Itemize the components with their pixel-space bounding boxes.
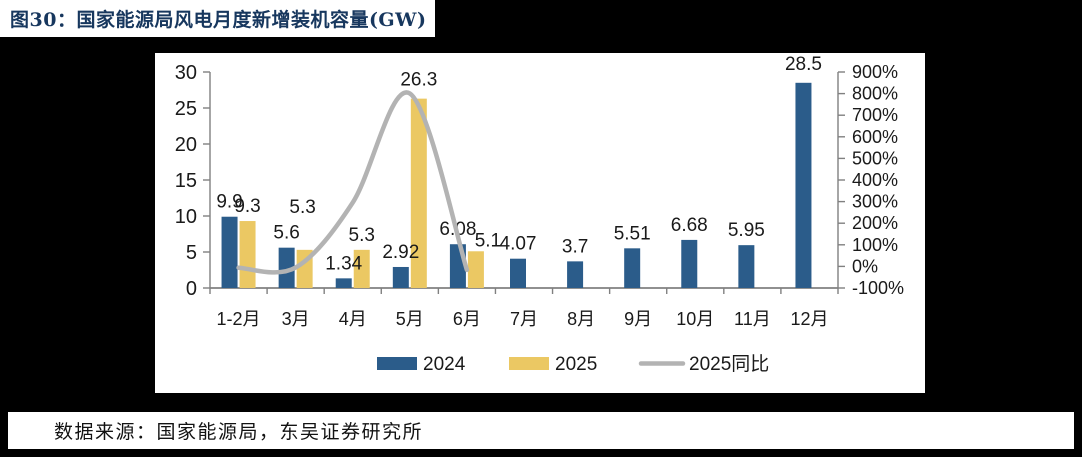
bar-series-2025 [239, 98, 484, 288]
svg-text:0%: 0% [852, 256, 878, 276]
svg-text:7月: 7月 [510, 309, 538, 329]
svg-text:9.9: 9.9 [216, 192, 242, 213]
svg-text:11月: 11月 [734, 309, 771, 329]
svg-text:4.07: 4.07 [500, 234, 537, 255]
svg-text:5.51: 5.51 [614, 223, 651, 244]
svg-text:3.7: 3.7 [562, 236, 588, 257]
svg-text:8月: 8月 [567, 309, 595, 329]
figure-title-band: 图30：国家能源局风电月度新增装机容量(GW) [0, 0, 435, 37]
svg-text:300%: 300% [852, 192, 898, 212]
svg-text:100%: 100% [852, 235, 898, 255]
svg-text:200%: 200% [852, 213, 898, 233]
left-axis-labels: 0 5 10 15 20 25 30 [175, 62, 210, 300]
svg-text:500%: 500% [852, 148, 898, 168]
svg-text:6.68: 6.68 [671, 215, 708, 236]
figure-title: 图30：国家能源局风电月度新增装机容量(GW) [10, 9, 427, 31]
svg-text:15: 15 [175, 170, 197, 192]
svg-text:5.95: 5.95 [728, 220, 765, 241]
svg-text:600%: 600% [852, 127, 898, 147]
source-row: 数据来源：国家能源局，东吴证券研究所 [8, 412, 1074, 449]
svg-text:400%: 400% [852, 170, 898, 190]
svg-text:6月: 6月 [453, 309, 481, 329]
svg-text:12月: 12月 [790, 309, 828, 329]
svg-text:5.1: 5.1 [475, 230, 501, 251]
svg-text:800%: 800% [852, 84, 898, 104]
svg-text:700%: 700% [852, 105, 898, 125]
svg-text:9月: 9月 [624, 309, 652, 329]
svg-text:5.6: 5.6 [273, 223, 299, 244]
svg-text:25: 25 [175, 98, 197, 120]
yoy-line [236, 90, 470, 275]
svg-text:5.3: 5.3 [289, 197, 315, 218]
legend: 2024 2025 2025同比 [377, 353, 769, 375]
right-axis-labels: -100%0%100%200%300%400%500%600%700%800%9… [838, 62, 904, 298]
svg-text:2024: 2024 [423, 354, 466, 375]
x-axis-labels: 1-2月 3月 4月 5月 6月 7月 8月 9月 10月 11月 12月 [209, 288, 839, 329]
wind-capacity-chart: 051015202530-100%0%100%200%300%400%500%6… [175, 54, 904, 375]
svg-text:0: 0 [186, 278, 197, 300]
svg-text:30: 30 [175, 62, 197, 84]
svg-text:26.3: 26.3 [400, 70, 437, 91]
svg-text:9.3: 9.3 [234, 196, 260, 217]
chart-panel: 0 5 10 15 20 25 30 -100% 0% 100% 200% 300% 400% 500% 6… [155, 53, 925, 393]
svg-text:10: 10 [175, 206, 197, 228]
svg-text:2025同比: 2025同比 [689, 353, 769, 375]
source-note: 数据来源：国家能源局，东吴证券研究所 [54, 421, 424, 443]
svg-text:2.92: 2.92 [382, 242, 419, 263]
svg-text:5: 5 [186, 242, 197, 264]
bar-series-2024 [221, 82, 812, 288]
svg-text:-100%: -100% [852, 278, 904, 298]
svg-text:1.34: 1.34 [325, 253, 362, 274]
svg-text:5.3: 5.3 [349, 225, 375, 246]
svg-text:3月: 3月 [282, 309, 310, 329]
svg-text:4月: 4月 [339, 309, 367, 329]
svg-text:10月: 10月 [676, 309, 714, 329]
svg-text:900%: 900% [852, 62, 898, 82]
svg-text:20: 20 [175, 134, 197, 156]
svg-text:28.5: 28.5 [785, 54, 822, 75]
svg-text:1-2月: 1-2月 [217, 309, 261, 329]
svg-text:5月: 5月 [396, 309, 424, 329]
svg-text:2025: 2025 [555, 354, 597, 375]
